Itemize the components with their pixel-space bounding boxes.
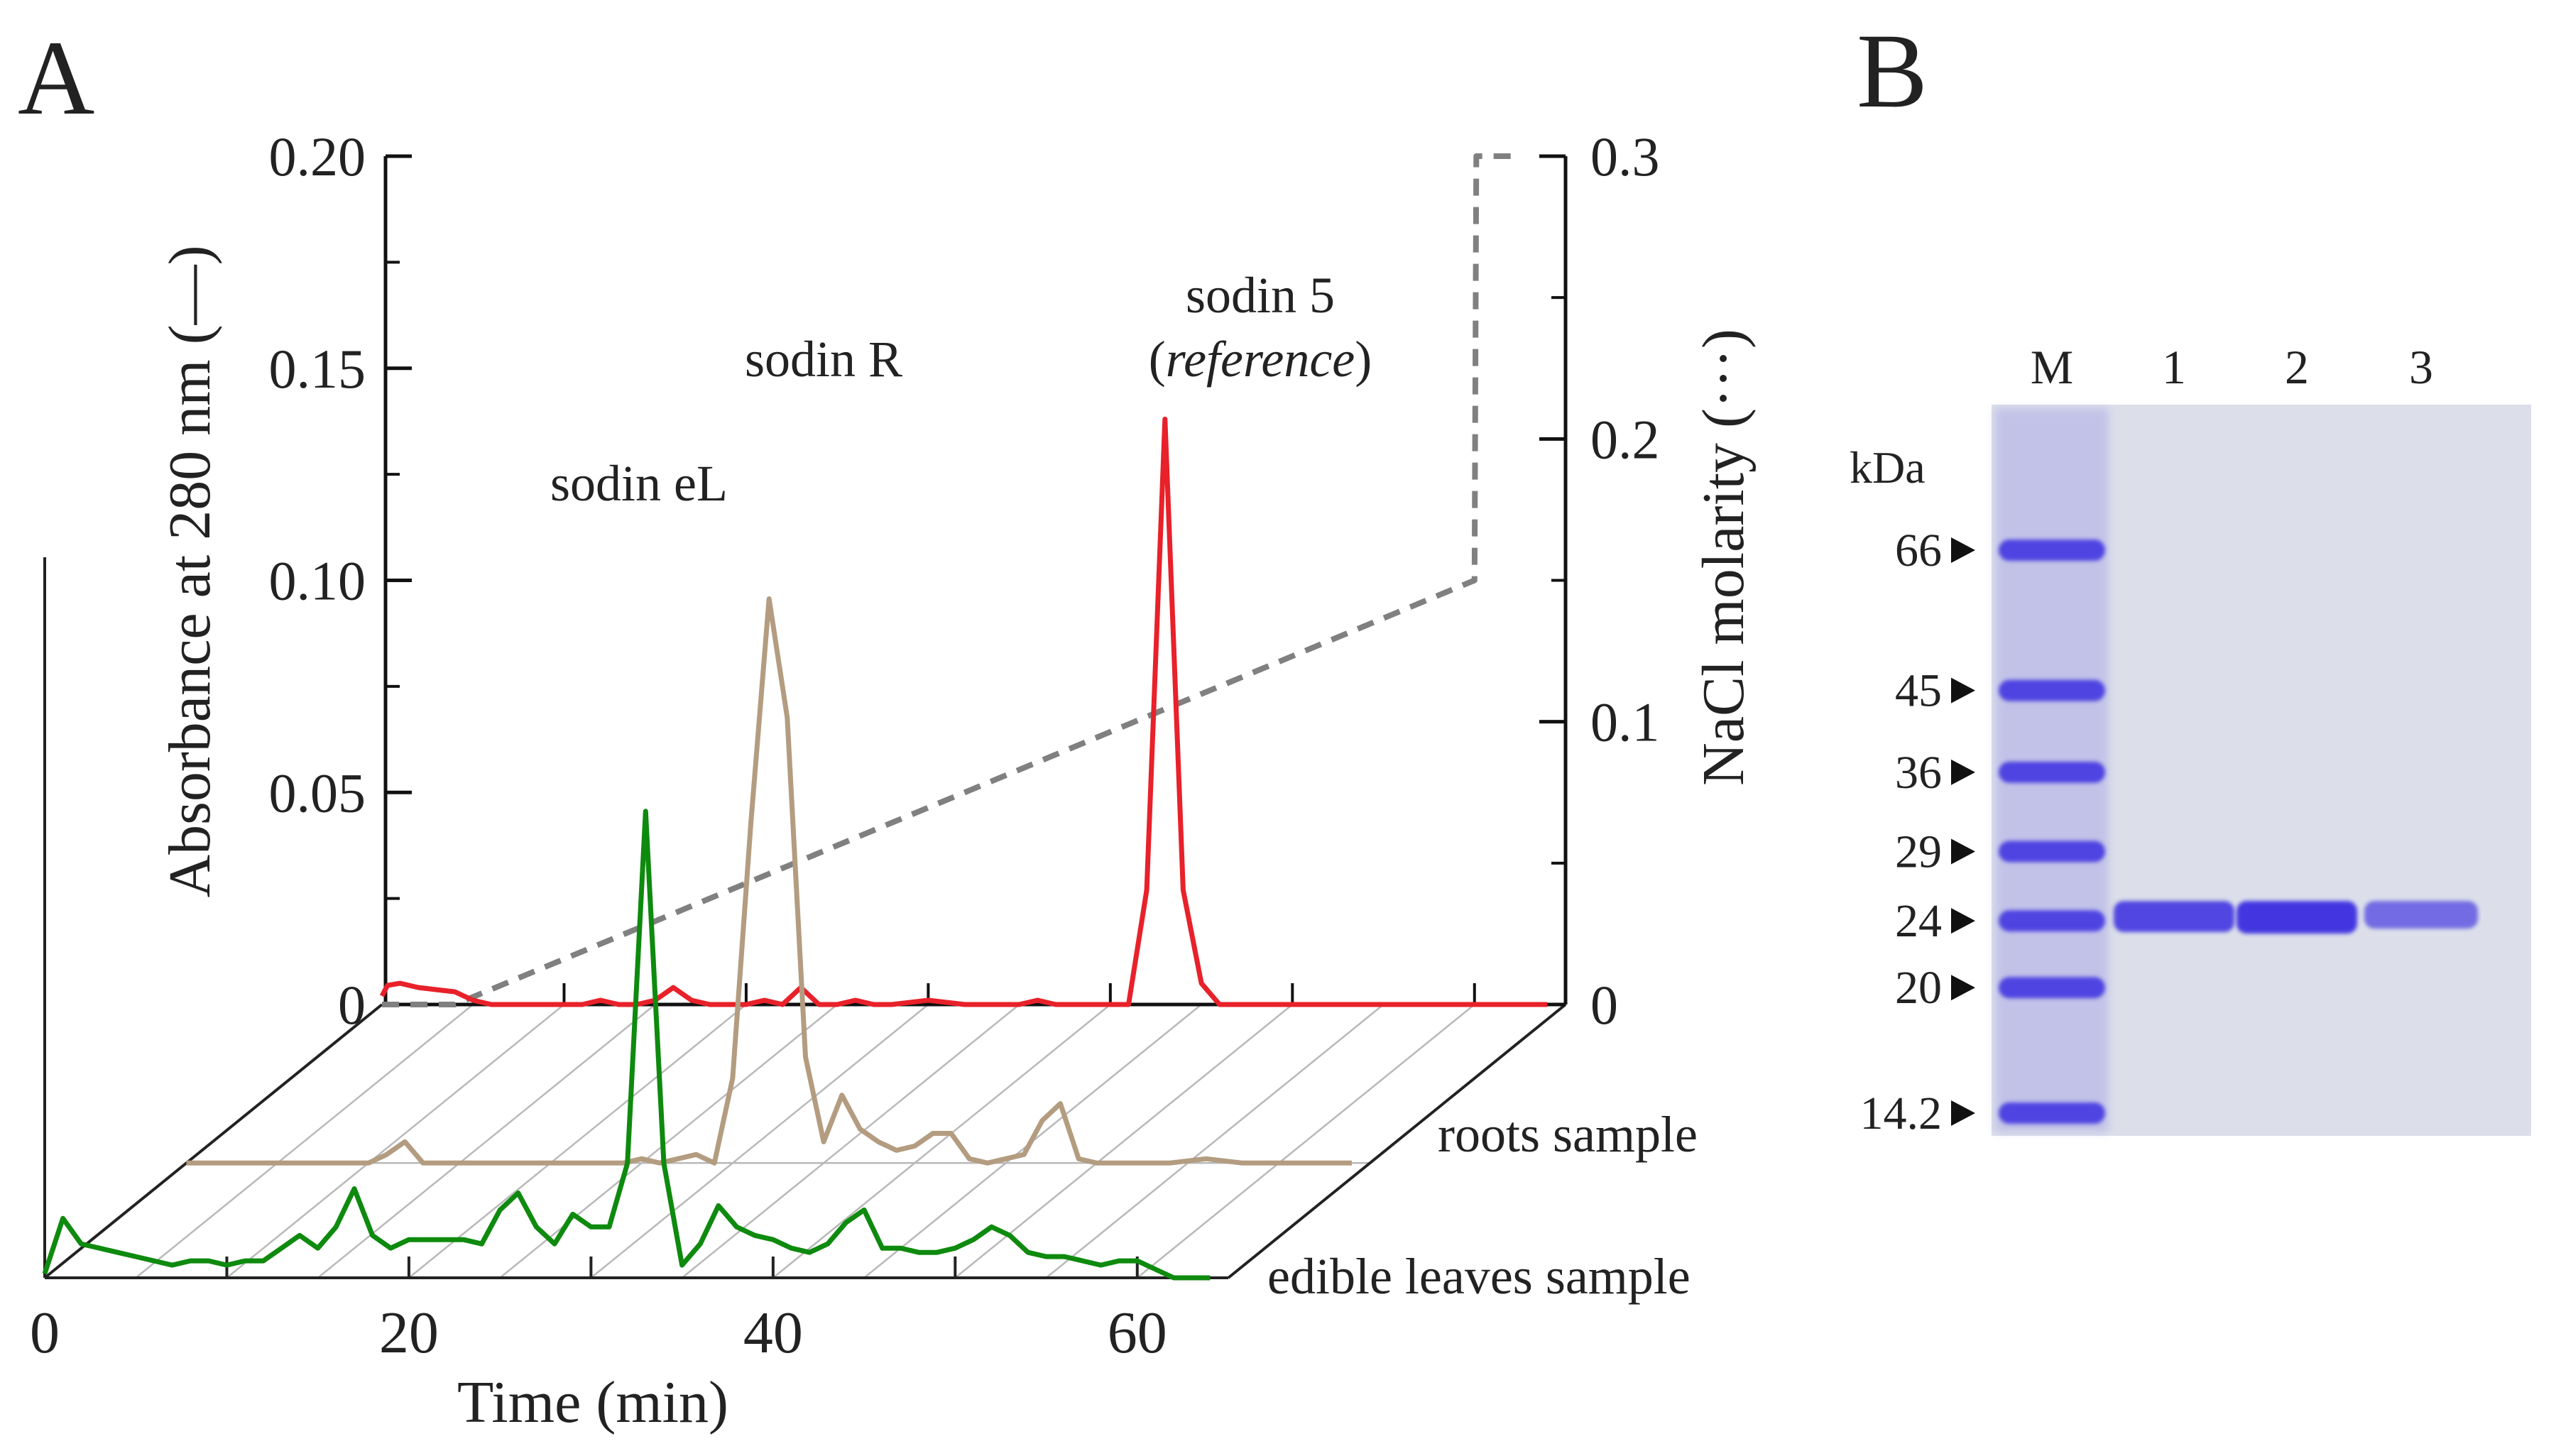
- y-right-label: NaCl molarity (···): [1691, 329, 1757, 786]
- floor-grid-line: [226, 1004, 565, 1279]
- marker-band: [1999, 540, 2105, 561]
- gel-panel: M 1 2 3 66 45 36 29 24 20 14.2 kDa: [1850, 340, 2531, 1139]
- floor-grid: [135, 1004, 1566, 1279]
- marker-arrow-icon: [1951, 537, 1975, 563]
- left-tick-label: 0.10: [269, 550, 366, 612]
- panel-a-label: A: [18, 19, 94, 137]
- right-tick-label: 0: [1590, 974, 1618, 1036]
- lane-label: 1: [2162, 340, 2186, 394]
- front-x-tick-label: 20: [379, 1300, 439, 1366]
- front-x-tick-label: 0: [30, 1300, 60, 1366]
- gel-labels: M 1 2 3 66 45 36 29 24 20 14.2: [1860, 340, 2434, 1139]
- left-y-ticks: 0 0.05 0.10 0.15 0.20: [269, 126, 412, 1036]
- kda-label: kDa: [1850, 442, 1926, 493]
- sample-band: [2236, 901, 2357, 934]
- floor-grid-line: [317, 1004, 656, 1279]
- floor-grid-line: [135, 1004, 474, 1279]
- marker-band: [1999, 841, 2105, 863]
- right-y-ticks: 0 0.1 0.2 0.3: [1539, 126, 1660, 1036]
- peak-label-reference-name: sodin 5: [1186, 267, 1335, 324]
- lane-label: 3: [2409, 340, 2433, 394]
- left-tick-label: 0.15: [269, 338, 366, 400]
- right-tick-label: 0.1: [1590, 691, 1660, 753]
- gel-bands: [1995, 408, 2478, 1132]
- floor-grid-line: [1045, 1004, 1384, 1279]
- peak-label-leaves: sodin eL: [550, 455, 728, 512]
- series-line-edible-leaves-sample: [42, 809, 1211, 1281]
- floor-grid-line: [408, 1004, 747, 1279]
- left-tick-label: 0.20: [269, 126, 366, 187]
- marker-weight-label: 66: [1895, 525, 1942, 576]
- nacl-gradient-line: [382, 153, 1512, 1007]
- marker-band: [1999, 761, 2105, 783]
- panel-b-label: B: [1857, 12, 1928, 130]
- depth-label-roots: roots sample: [1438, 1106, 1698, 1163]
- front-x-tick-label: 60: [1108, 1300, 1167, 1366]
- marker-arrow-icon: [1951, 759, 1975, 785]
- sample-band: [2364, 901, 2478, 929]
- floor-grid-line: [954, 1004, 1294, 1279]
- left-tick-label: 0: [338, 974, 366, 1036]
- floor-grid-line: [590, 1004, 929, 1279]
- right-depth-edge: [1227, 1003, 1567, 1279]
- front-x-tick-label: 40: [743, 1300, 803, 1366]
- series-line-sodin-5-reference-: [379, 416, 1548, 1007]
- marker-arrow-icon: [1951, 975, 1975, 1001]
- floor-grid-line: [499, 1004, 838, 1279]
- marker-weight-label: 24: [1895, 895, 1942, 947]
- lane-label: M: [2031, 340, 2073, 394]
- chart-a: 0 0.05 0.10 0.15 0.20 0 0.1 0.2 0.3 0 20 40 60 Abs…: [30, 126, 1757, 1435]
- floor-grid-line: [772, 1004, 1111, 1279]
- right-tick-label: 0.2: [1590, 408, 1660, 470]
- floor-grid-line: [1136, 1004, 1475, 1279]
- marker-arrow-icon: [1951, 677, 1975, 704]
- marker-weight-label: 36: [1895, 747, 1942, 799]
- marker-band: [1999, 679, 2105, 701]
- marker-arrow-icon: [1951, 838, 1975, 865]
- marker-weight-label: 14.2: [1860, 1088, 1943, 1139]
- marker-band: [1999, 1102, 2105, 1124]
- lane-label: 2: [2285, 340, 2309, 394]
- series-line-roots-sample: [186, 596, 1352, 1166]
- marker-arrow-icon: [1951, 908, 1975, 934]
- marker-weight-label: 20: [1895, 962, 1942, 1014]
- marker-weight-label: 29: [1895, 826, 1942, 877]
- y-left-label: Absorbance at 280 nm (—): [157, 245, 223, 897]
- sample-band: [2114, 901, 2234, 933]
- floor-grid-line: [681, 1004, 1020, 1279]
- series-layer: [42, 153, 1548, 1281]
- right-tick-label: 0.3: [1590, 126, 1660, 187]
- marker-arrow-icon: [1951, 1100, 1975, 1126]
- left-depth-edge: [43, 1003, 383, 1279]
- left-tick-label: 0.05: [269, 762, 366, 823]
- front-x-ticks: 0 20 40 60: [30, 1257, 1167, 1366]
- peak-label-roots: sodin R: [745, 331, 902, 388]
- peak-label-reference-note: (reference): [1149, 331, 1372, 388]
- marker-weight-label: 45: [1895, 665, 1942, 717]
- depth-label-leaves: edible leaves sample: [1267, 1248, 1691, 1305]
- marker-band: [1999, 977, 2105, 999]
- x-axis-label: Time (min): [457, 1369, 728, 1435]
- marker-band: [1999, 910, 2105, 932]
